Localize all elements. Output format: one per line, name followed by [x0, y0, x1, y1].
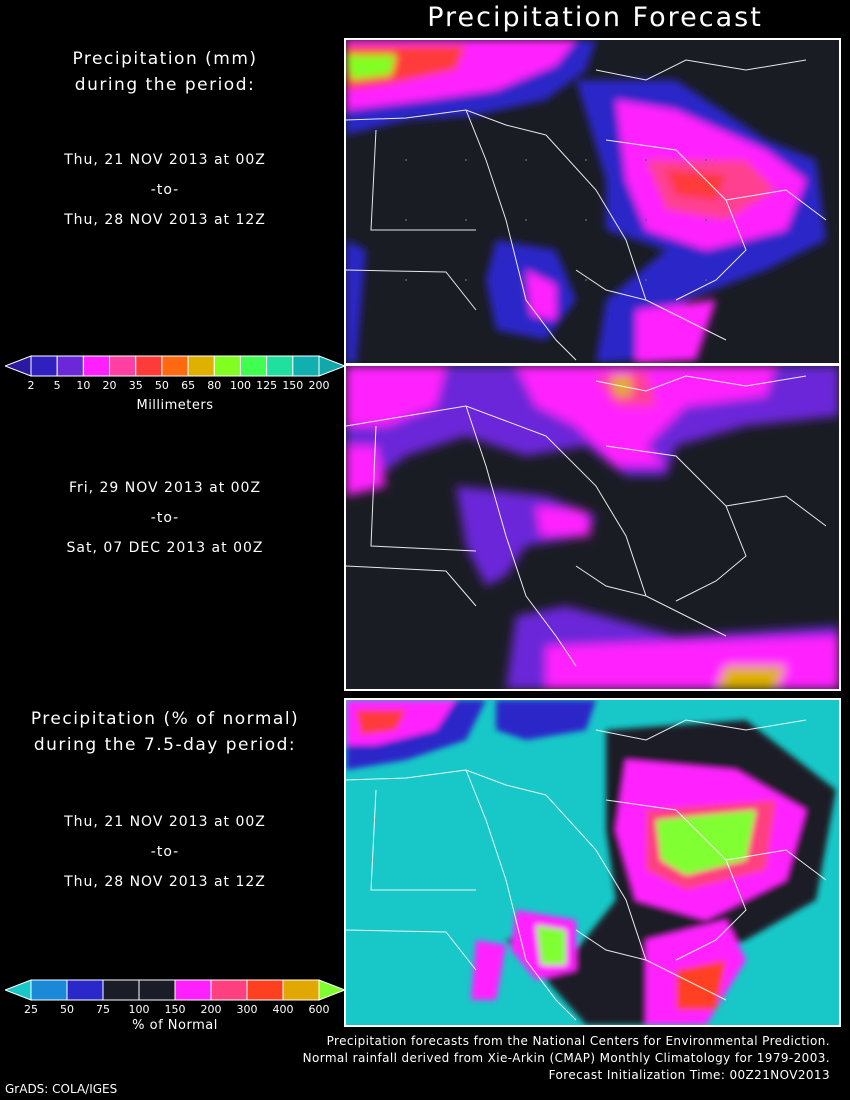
- mm-legend-tick: 125: [256, 379, 278, 392]
- mm-heading-line2: during the period:: [74, 75, 256, 95]
- period1-sep: -to-: [150, 182, 180, 198]
- mm-legend-tick: 200: [308, 379, 330, 392]
- pct-legend-tick: 25: [24, 1003, 38, 1016]
- pct-legend-swatch: [66, 979, 104, 1001]
- mm-legend-tick: 10: [76, 379, 91, 392]
- pct-legend-tick: 100: [128, 1003, 150, 1016]
- period3-end: Thu, 28 NOV 2013 at 12Z: [64, 874, 266, 890]
- mm-legend-swatch: [135, 355, 163, 377]
- mm-legend-swatch: [30, 355, 58, 377]
- pct-section-heading: Precipitation (% of normal) during the 7…: [0, 706, 330, 758]
- mm-legend-bar: [5, 355, 345, 377]
- mm-section-heading: Precipitation (mm) during the period:: [0, 46, 330, 98]
- period3-sep: -to-: [150, 844, 180, 860]
- credits: Precipitation forecasts from the Nationa…: [303, 1033, 830, 1084]
- mm-legend-swatch: [109, 355, 137, 377]
- mm-legend-swatch: [82, 355, 111, 377]
- period3-start: Thu, 21 NOV 2013 at 00Z: [64, 814, 266, 830]
- credit-line2: Normal rainfall derived from Xie-Arkin (…: [302, 1051, 830, 1065]
- mm-legend-tick: 2: [27, 379, 35, 392]
- mm-legend-arrow-right: [318, 355, 345, 377]
- pct-legend-arrow-left: [5, 979, 32, 1001]
- period2-start: Fri, 29 NOV 2013 at 00Z: [68, 480, 262, 496]
- period1-end: Thu, 28 NOV 2013 at 12Z: [64, 212, 266, 228]
- mm-legend-swatch: [213, 355, 241, 377]
- pct-legend-swatch: [210, 979, 248, 1001]
- page-title: Precipitation Forecast: [427, 2, 763, 33]
- pct-legend-swatch: [246, 979, 284, 1001]
- precip-map-week1: [344, 38, 841, 365]
- mm-legend-tick: 50: [154, 379, 169, 392]
- mm-heading-line1: Precipitation (mm): [72, 49, 258, 69]
- mm-legend-tick: 20: [102, 379, 117, 392]
- pct-legend-arrow-right: [318, 979, 345, 1001]
- pct-legend-swatch: [282, 979, 320, 1001]
- precip-map-week2: [344, 364, 841, 691]
- mm-legend-unit: Millimeters: [136, 398, 214, 413]
- pct-legend-tick: 75: [96, 1003, 110, 1016]
- credit-line1: Precipitation forecasts from the Nationa…: [326, 1034, 830, 1048]
- precip-normal-map-canvas: [346, 700, 839, 1025]
- pct-heading-line1: Precipitation (% of normal): [30, 709, 300, 729]
- credit-line3: Forecast Initialization Time: 00Z21NOV20…: [548, 1068, 830, 1082]
- period2-sep: -to-: [150, 510, 180, 526]
- pct-legend-tick: 400: [272, 1003, 294, 1016]
- period1-start: Thu, 21 NOV 2013 at 00Z: [64, 152, 266, 168]
- pct-legend-tick: 300: [236, 1003, 258, 1016]
- pct-legend-bar: [5, 979, 345, 1001]
- pct-legend-tick: 150: [164, 1003, 186, 1016]
- mm-legend-swatch: [266, 355, 294, 377]
- mm-legend-swatch: [56, 355, 84, 377]
- pct-legend-tick: 200: [200, 1003, 222, 1016]
- mm-legend-swatch: [187, 355, 215, 377]
- mm-legend-swatch: [239, 355, 268, 377]
- mm-legend-arrow-left: [5, 355, 32, 377]
- mm-legend-swatch: [292, 355, 320, 377]
- mm-legend-tick: 5: [53, 379, 61, 392]
- mm-legend-tick: 100: [229, 379, 251, 392]
- mm-legend-tick: 150: [282, 379, 304, 392]
- pct-legend: 25 50 75 100 150 200 300 400 600 % of Normal: [5, 978, 345, 1038]
- pct-heading-line2: during the 7.5-day period:: [33, 735, 297, 755]
- pct-legend-tick: 600: [308, 1003, 330, 1016]
- pct-legend-unit: % of Normal: [132, 1018, 218, 1033]
- precip-map-week1-canvas: [346, 40, 827, 363]
- mm-legend-swatch: [161, 355, 189, 377]
- pct-legend-swatch: [30, 979, 68, 1001]
- pct-legend-tick: 50: [60, 1003, 74, 1016]
- pct-legend-swatch: [102, 979, 140, 1001]
- precip-map-week2-canvas: [346, 366, 839, 689]
- mm-legend-tick: 80: [207, 379, 222, 392]
- grads-footer: GrADS: COLA/IGES: [5, 1082, 118, 1096]
- period2-end: Sat, 07 DEC 2013 at 00Z: [66, 540, 264, 556]
- mm-legend: 2 5 10 20 35 50 65 80 100 125 150 200 Millimeters: [5, 354, 345, 414]
- pct-legend-swatch: [174, 979, 212, 1001]
- mm-legend-tick: 65: [181, 379, 196, 392]
- pct-legend-swatch: [138, 979, 176, 1001]
- precip-normal-map: [344, 698, 841, 1027]
- mm-legend-tick: 35: [128, 379, 143, 392]
